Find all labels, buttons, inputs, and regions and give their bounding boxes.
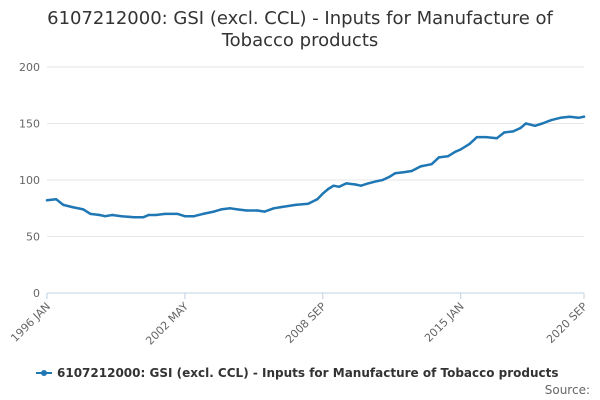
data-point-0-8 <box>111 213 114 217</box>
data-point-0-28 <box>294 203 297 207</box>
data-point-0-55 <box>503 131 506 134</box>
data-point-0-40 <box>381 178 384 182</box>
data-point-0-21 <box>229 207 232 210</box>
data-point-0-22 <box>236 208 239 211</box>
y-tick-label-4: 200 <box>19 61 40 74</box>
data-point-0-23 <box>245 209 248 212</box>
chart-title-line-2: Tobacco products <box>221 30 379 51</box>
data-point-0-60 <box>541 122 544 125</box>
data-point-0-9 <box>120 215 123 218</box>
data-point-0-64 <box>577 116 580 120</box>
data-point-0-42 <box>394 172 397 175</box>
data-point-0-51 <box>468 142 471 145</box>
x-tick-label-4: 2020 SEP <box>544 300 590 346</box>
data-point-0-6 <box>98 213 101 217</box>
y-tick-label-1: 50 <box>26 231 40 244</box>
series-layer <box>45 115 586 219</box>
x-tick-label-3: 2015 JAN <box>422 300 467 345</box>
data-point-0-62 <box>559 116 562 120</box>
data-point-0-53 <box>484 135 488 139</box>
data-point-0-59 <box>533 124 537 128</box>
data-point-0-49 <box>454 150 457 153</box>
chart-title-line-1: 6107212000: GSI (excl. CCL) - Inputs for… <box>47 8 553 29</box>
data-point-0-46 <box>430 163 433 166</box>
data-point-0-7 <box>103 215 107 218</box>
data-point-0-25 <box>263 210 266 213</box>
y-tick-label-0: 0 <box>33 287 40 300</box>
data-point-0-44 <box>410 169 413 173</box>
data-point-0-4 <box>82 208 85 211</box>
data-point-0-61 <box>550 118 553 122</box>
data-point-0-0 <box>45 199 49 202</box>
gridlines <box>47 66 584 237</box>
data-point-0-56 <box>512 130 515 133</box>
data-point-0-30 <box>316 198 319 201</box>
data-point-0-54 <box>495 137 499 140</box>
data-point-0-29 <box>307 202 310 205</box>
data-point-0-24 <box>256 209 259 212</box>
data-point-0-58 <box>524 122 528 125</box>
data-point-0-63 <box>568 115 571 118</box>
series-line-0 <box>45 115 586 219</box>
data-point-0-14 <box>163 212 167 216</box>
data-point-0-47 <box>437 156 441 159</box>
data-point-0-15 <box>176 212 179 216</box>
data-point-0-43 <box>403 170 406 174</box>
x-axis: 1996 JAN 2002 MAY 2008 SEP 2015 JAN 2020 SEP <box>8 292 590 348</box>
data-point-0-50 <box>459 148 462 151</box>
data-point-0-18 <box>201 212 205 216</box>
source-label: Source: <box>545 383 590 397</box>
data-point-0-16 <box>183 215 187 218</box>
data-point-0-34 <box>337 185 341 188</box>
data-point-0-35 <box>345 182 348 185</box>
data-point-0-45 <box>419 165 422 168</box>
data-point-0-33 <box>332 184 335 187</box>
x-tick-label-0: 1996 JAN <box>8 300 53 345</box>
y-axis: 0 50 100 150 200 <box>19 61 40 300</box>
data-point-0-32 <box>327 187 330 191</box>
data-point-0-37 <box>359 184 363 187</box>
data-point-0-1 <box>54 198 58 201</box>
data-point-0-13 <box>154 213 158 217</box>
data-point-0-2 <box>62 203 65 207</box>
legend-marker-dot <box>41 370 47 376</box>
data-point-0-26 <box>272 207 275 210</box>
data-point-0-27 <box>279 205 283 209</box>
legend-label: 6107212000: GSI (excl. CCL) - Inputs for… <box>57 366 559 380</box>
data-point-0-65 <box>582 115 586 118</box>
data-point-0-38 <box>366 182 370 185</box>
x-tick-label-2: 2008 SEP <box>283 300 329 346</box>
data-point-0-19 <box>212 210 216 213</box>
legend[interactable]: 6107212000: GSI (excl. CCL) - Inputs for… <box>36 366 559 380</box>
data-point-0-39 <box>376 179 379 183</box>
data-point-0-57 <box>519 126 522 130</box>
data-point-0-3 <box>71 205 74 209</box>
data-point-0-10 <box>132 216 136 219</box>
data-point-0-17 <box>192 215 196 218</box>
data-point-0-20 <box>220 208 223 211</box>
data-point-0-52 <box>475 135 479 139</box>
data-point-0-36 <box>354 183 357 186</box>
data-point-0-11 <box>142 216 145 219</box>
data-point-0-31 <box>321 192 324 195</box>
y-tick-label-3: 150 <box>19 118 40 131</box>
data-point-0-41 <box>388 175 392 178</box>
y-tick-label-2: 100 <box>19 174 40 187</box>
data-point-0-48 <box>446 155 450 158</box>
data-point-0-12 <box>147 213 150 217</box>
data-point-0-5 <box>89 212 92 216</box>
x-tick-label-1: 2002 MAY <box>143 300 191 348</box>
